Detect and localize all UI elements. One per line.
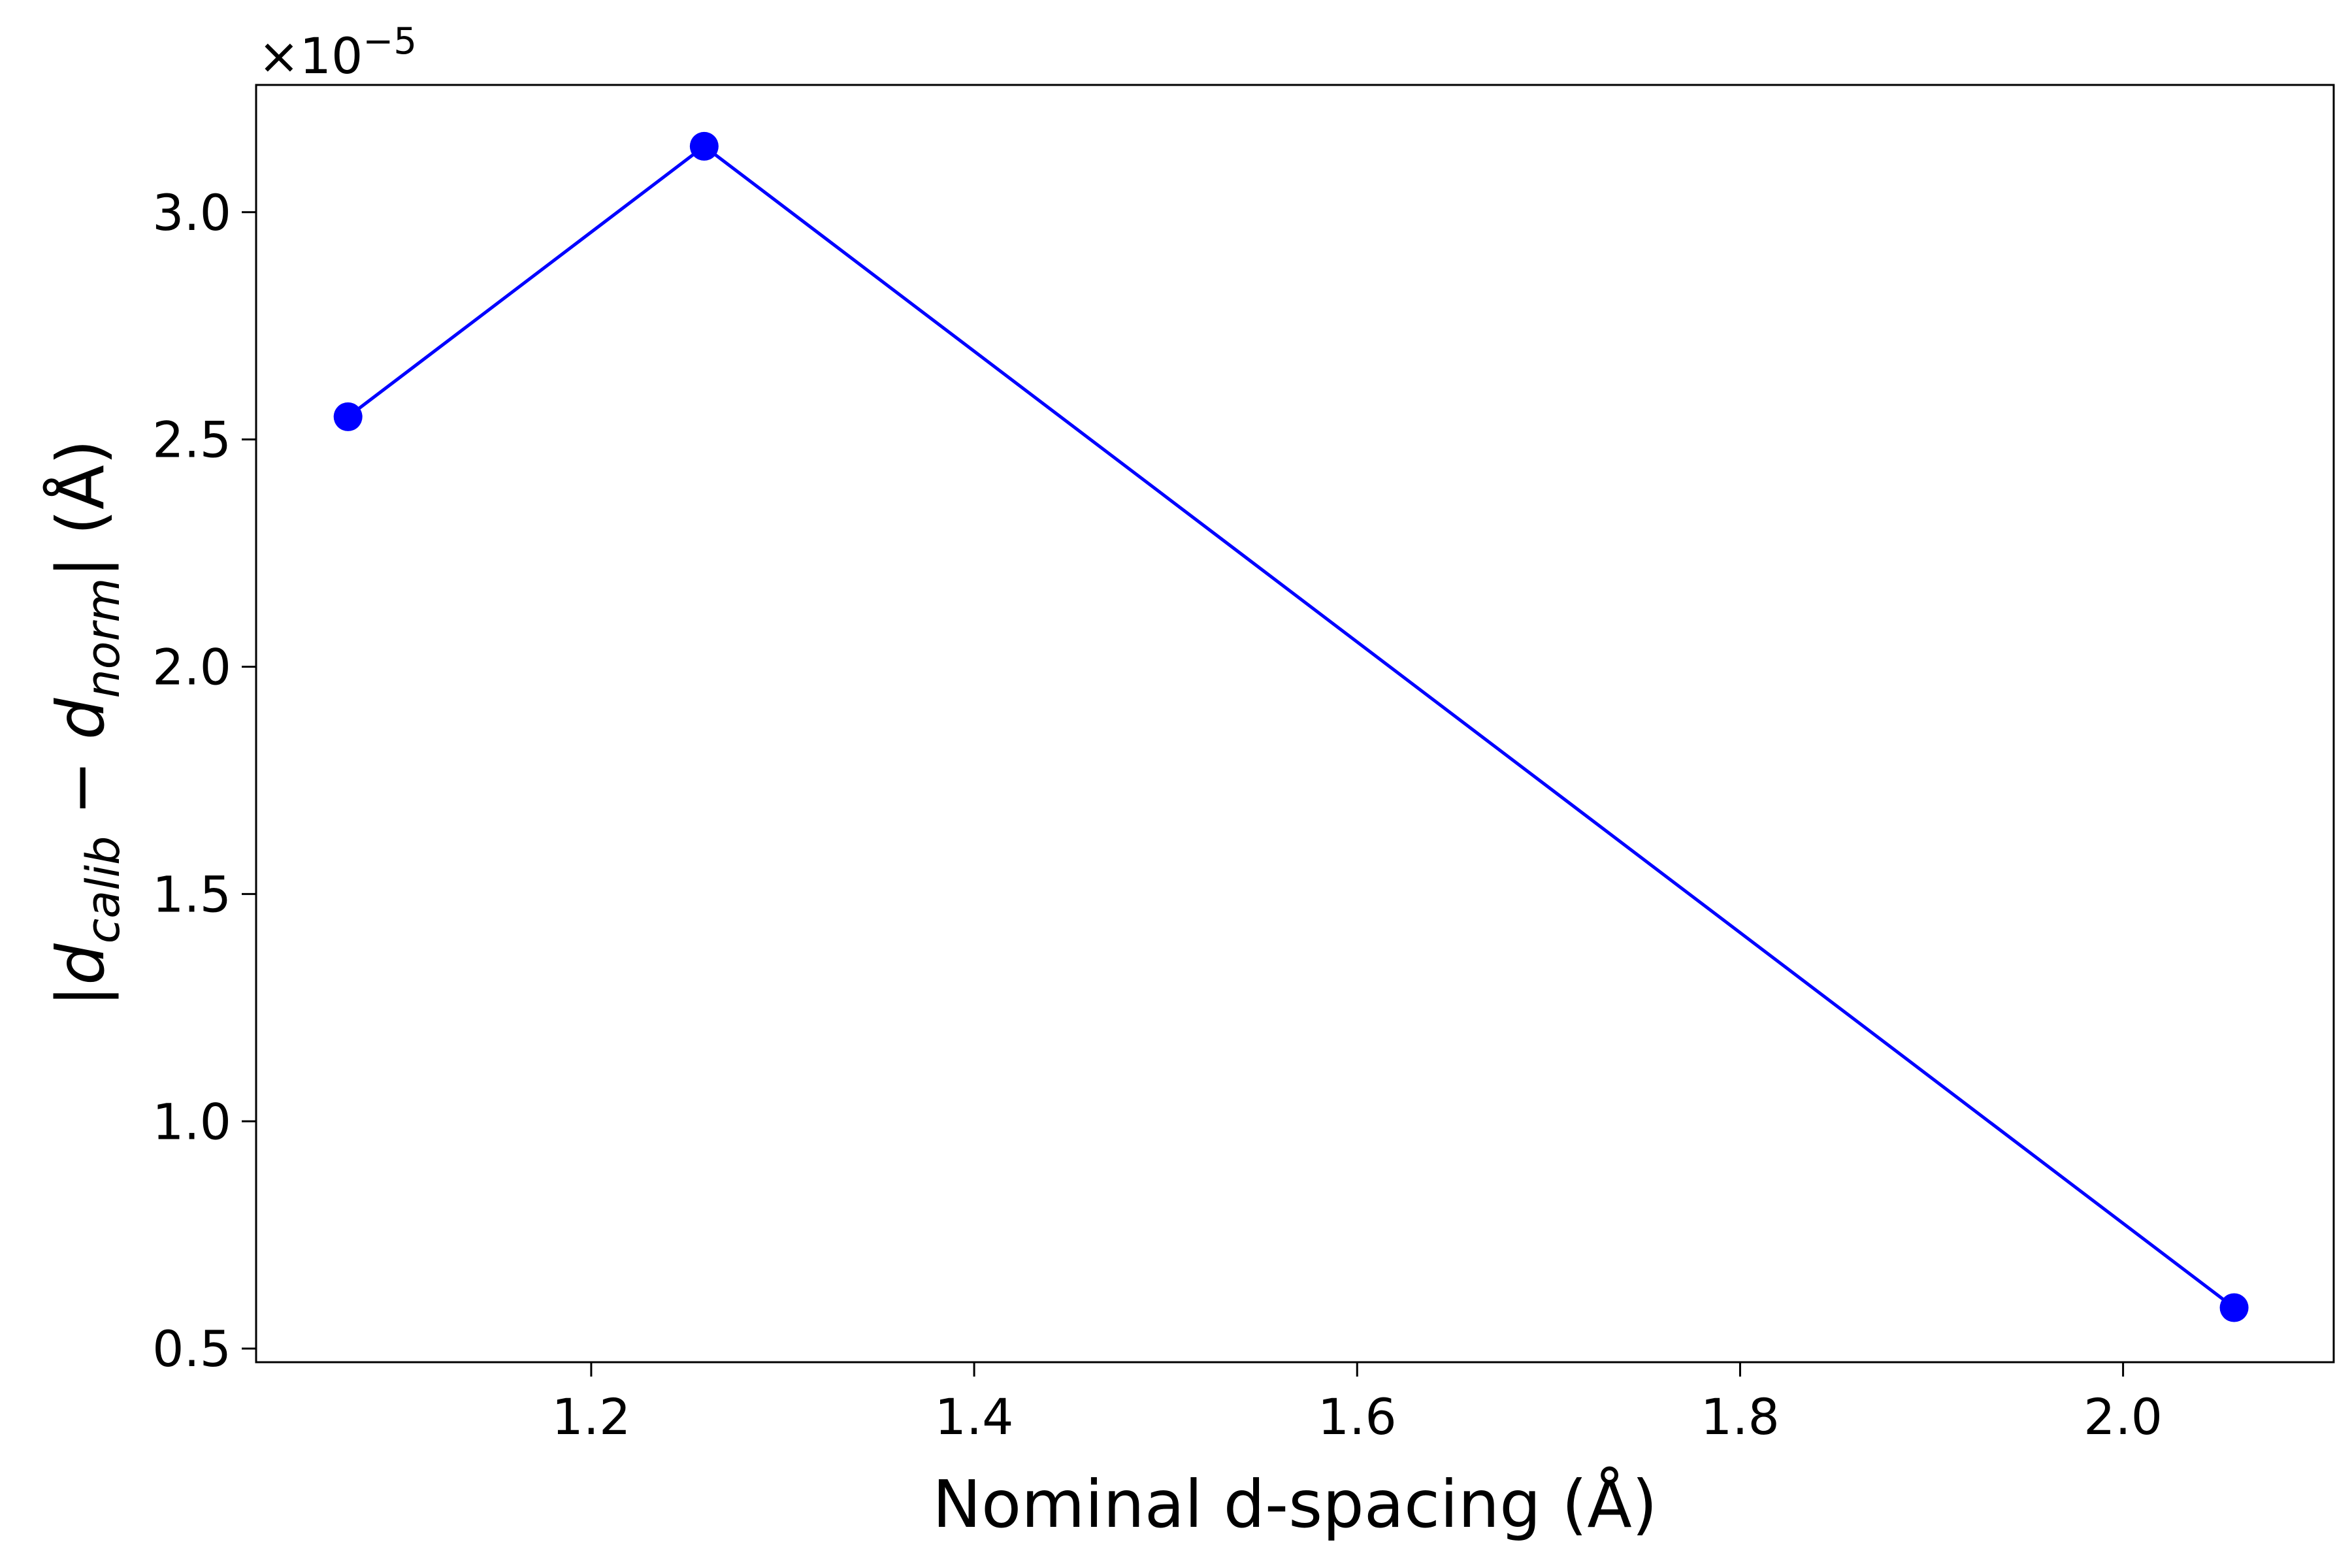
x-axis-label: Nominal d-spacing (Å) <box>932 1465 1658 1543</box>
y-tick-label: 1.0 <box>152 1092 231 1151</box>
x-tick-label: 1.6 <box>1318 1388 1397 1446</box>
y-tick-label: 2.0 <box>152 638 231 696</box>
y-tick-label: 1.5 <box>152 865 231 923</box>
y-tick-label: 0.5 <box>152 1320 231 1378</box>
series <box>333 131 2249 1322</box>
data-point <box>2219 1293 2249 1322</box>
data-point <box>333 402 363 431</box>
y-label-sub1: calib <box>76 836 130 944</box>
y-offset-exponent: −5 <box>363 20 417 63</box>
y-label-sub2: norm <box>76 578 130 698</box>
y-label-prefix: |d <box>42 943 119 1007</box>
y-offset-base: ×10 <box>258 27 363 85</box>
data-point <box>689 131 719 161</box>
x-tick-label: 2.0 <box>2083 1388 2163 1446</box>
ticks: 1.2 1.4 1.6 1.8 2.0 0.5 1.0 1.5 2.0 2.5 3.0 <box>152 184 2163 1446</box>
plot-frame <box>255 84 2335 1364</box>
y-tick-label: 2.5 <box>152 411 231 469</box>
y-label-middle: − d <box>42 698 119 836</box>
y-tick-label: 3.0 <box>152 184 231 242</box>
y-label-suffix: | (Å) <box>42 440 119 578</box>
x-tick-label: 1.8 <box>1701 1388 1780 1446</box>
x-tick-label: 1.2 <box>551 1388 630 1446</box>
y-axis-label: |dcalib − dnorm| (Å) <box>42 440 130 1007</box>
y-offset-label: ×10−5 <box>258 20 417 85</box>
x-tick-label: 1.4 <box>935 1388 1014 1446</box>
